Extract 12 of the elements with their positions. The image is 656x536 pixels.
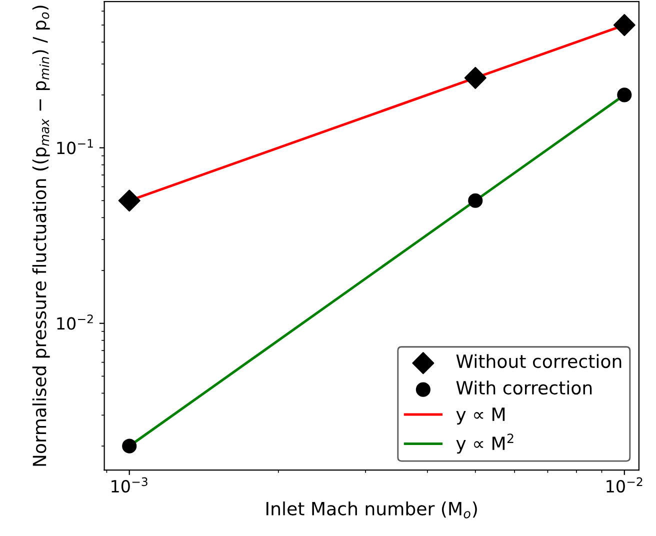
point — [118, 190, 140, 212]
point — [617, 88, 632, 102]
point — [613, 14, 636, 36]
x-tick-label: 10$^{−3}$ — [112, 477, 148, 493]
legend-label: y ∝ M$^{2}$ — [456, 434, 514, 454]
y-tick-label: 10$^{−1}$ — [57, 139, 93, 154]
legend-label: y ∝ M — [456, 408, 505, 425]
legend-label: Without correction — [456, 354, 622, 368]
x-axis-title: Inlet Mach number (M$_{o}$) — [266, 501, 477, 518]
legend-label: With correction — [456, 380, 592, 395]
y-axis-title: Normalised pressure fluctuation ((p$_{max}$ − p$_{min}$) / p$_{o}$) — [32, 6, 50, 466]
point — [122, 438, 137, 454]
